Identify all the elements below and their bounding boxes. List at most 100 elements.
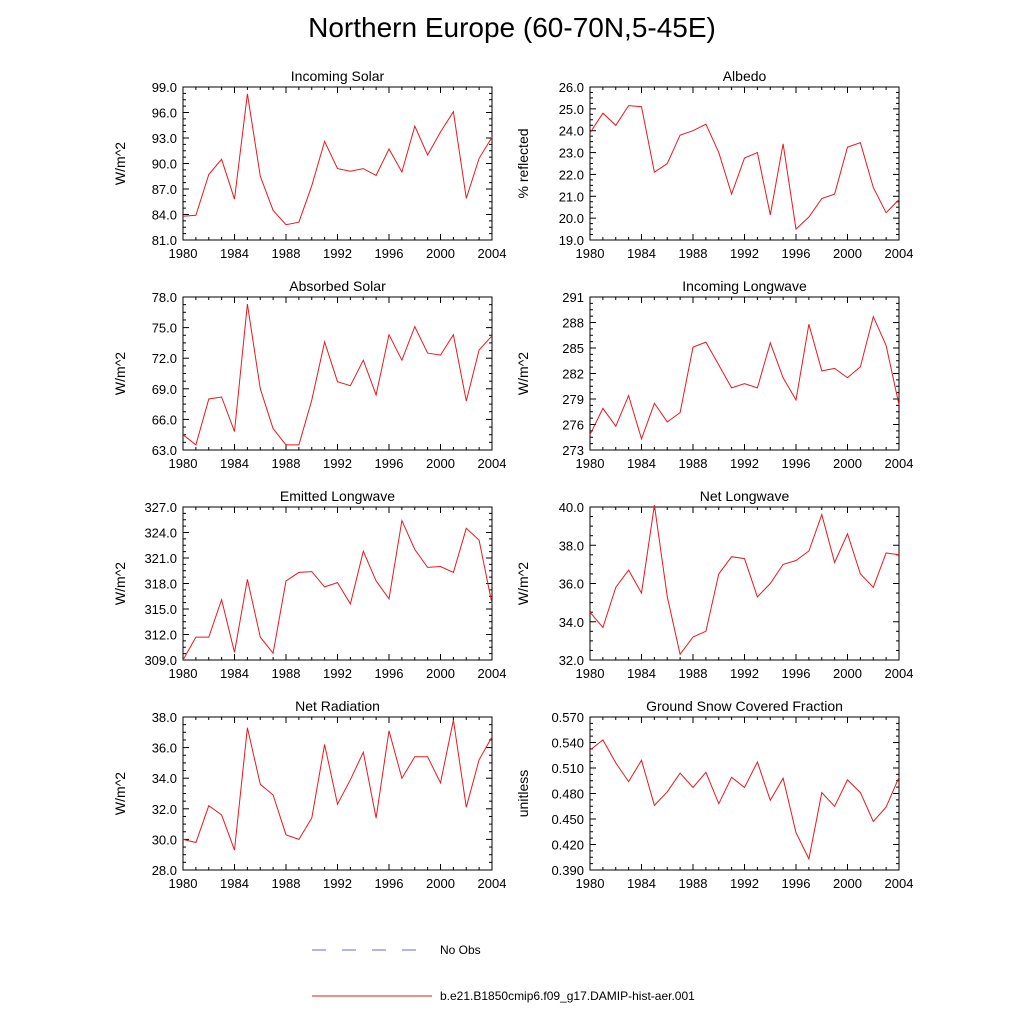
y-tick-label: 273 — [562, 443, 584, 458]
panel-emitted-longwave: Emitted Longwave W/m^2 1980 1984 1988 1992 199… — [112, 488, 506, 681]
y-tick-label: 30.0 — [152, 832, 177, 847]
x-tick-label: 1996 — [375, 876, 404, 891]
y-tick-label: 19.0 — [559, 233, 584, 248]
plot-frame — [589, 716, 900, 871]
y-tick-label: 81.0 — [152, 233, 177, 248]
y-tick-label: 312.0 — [144, 628, 177, 643]
y-tick-label: 24.0 — [559, 124, 584, 139]
x-tick-label: 1996 — [375, 666, 404, 681]
y-tick-label: 276 — [562, 418, 584, 433]
y-tick-label: 66.0 — [152, 412, 177, 427]
y-tick-label: 21.0 — [559, 189, 584, 204]
y-axis-label: W/m^2 — [112, 772, 128, 815]
y-tick-label: 0.420 — [551, 838, 584, 853]
y-tick-label: 34.0 — [559, 615, 584, 630]
x-tick-label: 1980 — [169, 666, 198, 681]
panel-title: Net Radiation — [295, 698, 380, 714]
x-tick-label: 2000 — [426, 666, 455, 681]
x-tick-label: 1984 — [627, 246, 656, 261]
panel-title: Net Longwave — [700, 488, 790, 504]
y-tick-label: 0.540 — [551, 736, 584, 751]
y-tick-label: 84.0 — [152, 208, 177, 223]
y-tick-label: 26.0 — [559, 80, 584, 95]
x-tick-label: 1996 — [375, 456, 404, 471]
y-tick-label: 36.0 — [152, 741, 177, 756]
x-tick-label: 1992 — [323, 246, 352, 261]
x-tick-label: 2004 — [885, 456, 914, 471]
y-tick-label: 309.0 — [144, 653, 177, 668]
panel-albedo: Albedo % reflected 1980 1984 1988 1992 1996 200… — [515, 68, 913, 261]
x-tick-label: 1984 — [627, 666, 656, 681]
y-tick-label: 32.0 — [559, 653, 584, 668]
y-tick-label: 69.0 — [152, 382, 177, 397]
x-tick-label: 1984 — [627, 876, 656, 891]
x-tick-label: 1984 — [627, 456, 656, 471]
series-line — [182, 719, 493, 851]
y-axis-label: W/m^2 — [112, 352, 128, 395]
panel-net-radiation: Net Radiation W/m^2 1980 1984 1988 1992 1996 20… — [112, 698, 506, 891]
y-tick-label: 63.0 — [152, 443, 177, 458]
y-tick-label: 0.450 — [551, 812, 584, 827]
series-line — [589, 105, 900, 231]
x-tick-label: 1980 — [576, 666, 605, 681]
y-axis-label: unitless — [515, 770, 531, 817]
y-tick-label: 32.0 — [152, 802, 177, 817]
legend-obs-label: No Obs — [440, 943, 481, 957]
y-tick-label: 34.0 — [152, 771, 177, 786]
x-tick-label: 1980 — [169, 246, 198, 261]
x-tick-label: 2004 — [478, 456, 507, 471]
y-tick-label: 315.0 — [144, 602, 177, 617]
plot-frame — [182, 716, 493, 871]
x-tick-label: 2004 — [885, 246, 914, 261]
y-tick-label: 75.0 — [152, 321, 177, 336]
panel-net-longwave: Net Longwave W/m^2 1980 1984 1988 1992 1996 200… — [515, 488, 913, 681]
x-tick-label: 1980 — [576, 876, 605, 891]
x-tick-label: 1988 — [679, 456, 708, 471]
x-tick-label: 2000 — [426, 456, 455, 471]
x-tick-label: 1980 — [169, 456, 198, 471]
y-tick-label: 285 — [562, 341, 584, 356]
x-tick-label: 2000 — [833, 876, 862, 891]
x-tick-label: 1992 — [730, 666, 759, 681]
panel-incoming-solar: Incoming Solar W/m^2 1980 1984 1988 1992 1996 2… — [112, 68, 506, 261]
x-tick-label: 1996 — [782, 246, 811, 261]
panel-incoming-longwave: Incoming Longwave W/m^2 1980 1984 1988 1992 19… — [515, 278, 913, 471]
x-tick-label: 1984 — [220, 876, 249, 891]
x-tick-label: 1988 — [272, 456, 301, 471]
panel-title: Absorbed Solar — [289, 278, 386, 294]
panel-ground-snow-covered-fraction: Ground Snow Covered Fraction unitless 1980… — [515, 698, 913, 891]
x-tick-label: 1996 — [782, 876, 811, 891]
x-tick-label: 1992 — [730, 876, 759, 891]
y-tick-label: 288 — [562, 316, 584, 331]
x-tick-label: 1980 — [576, 456, 605, 471]
y-tick-label: 282 — [562, 367, 584, 382]
panel-title: Ground Snow Covered Fraction — [646, 698, 843, 714]
y-tick-label: 96.0 — [152, 106, 177, 121]
series-line — [589, 315, 900, 441]
y-tick-label: 291 — [562, 290, 584, 305]
x-tick-label: 2000 — [833, 246, 862, 261]
x-tick-label: 1984 — [220, 246, 249, 261]
x-tick-label: 1988 — [272, 876, 301, 891]
x-tick-label: 1996 — [375, 246, 404, 261]
x-tick-label: 2004 — [885, 666, 914, 681]
y-tick-label: 318.0 — [144, 577, 177, 592]
panel-title: Albedo — [723, 68, 767, 84]
plot-frame — [182, 296, 493, 451]
y-tick-label: 38.0 — [152, 710, 177, 725]
y-tick-label: 22.0 — [559, 167, 584, 182]
y-tick-label: 90.0 — [152, 157, 177, 172]
y-tick-label: 93.0 — [152, 131, 177, 146]
x-tick-label: 2000 — [833, 456, 862, 471]
panel-title: Incoming Longwave — [682, 278, 807, 294]
x-tick-label: 1996 — [782, 666, 811, 681]
y-tick-label: 25.0 — [559, 102, 584, 117]
x-tick-label: 1992 — [730, 246, 759, 261]
y-tick-label: 23.0 — [559, 146, 584, 161]
y-tick-label: 78.0 — [152, 290, 177, 305]
x-tick-label: 1992 — [323, 666, 352, 681]
x-tick-label: 2000 — [833, 666, 862, 681]
y-axis-label: W/m^2 — [112, 562, 128, 605]
series-line — [182, 93, 493, 226]
x-tick-label: 1988 — [679, 876, 708, 891]
